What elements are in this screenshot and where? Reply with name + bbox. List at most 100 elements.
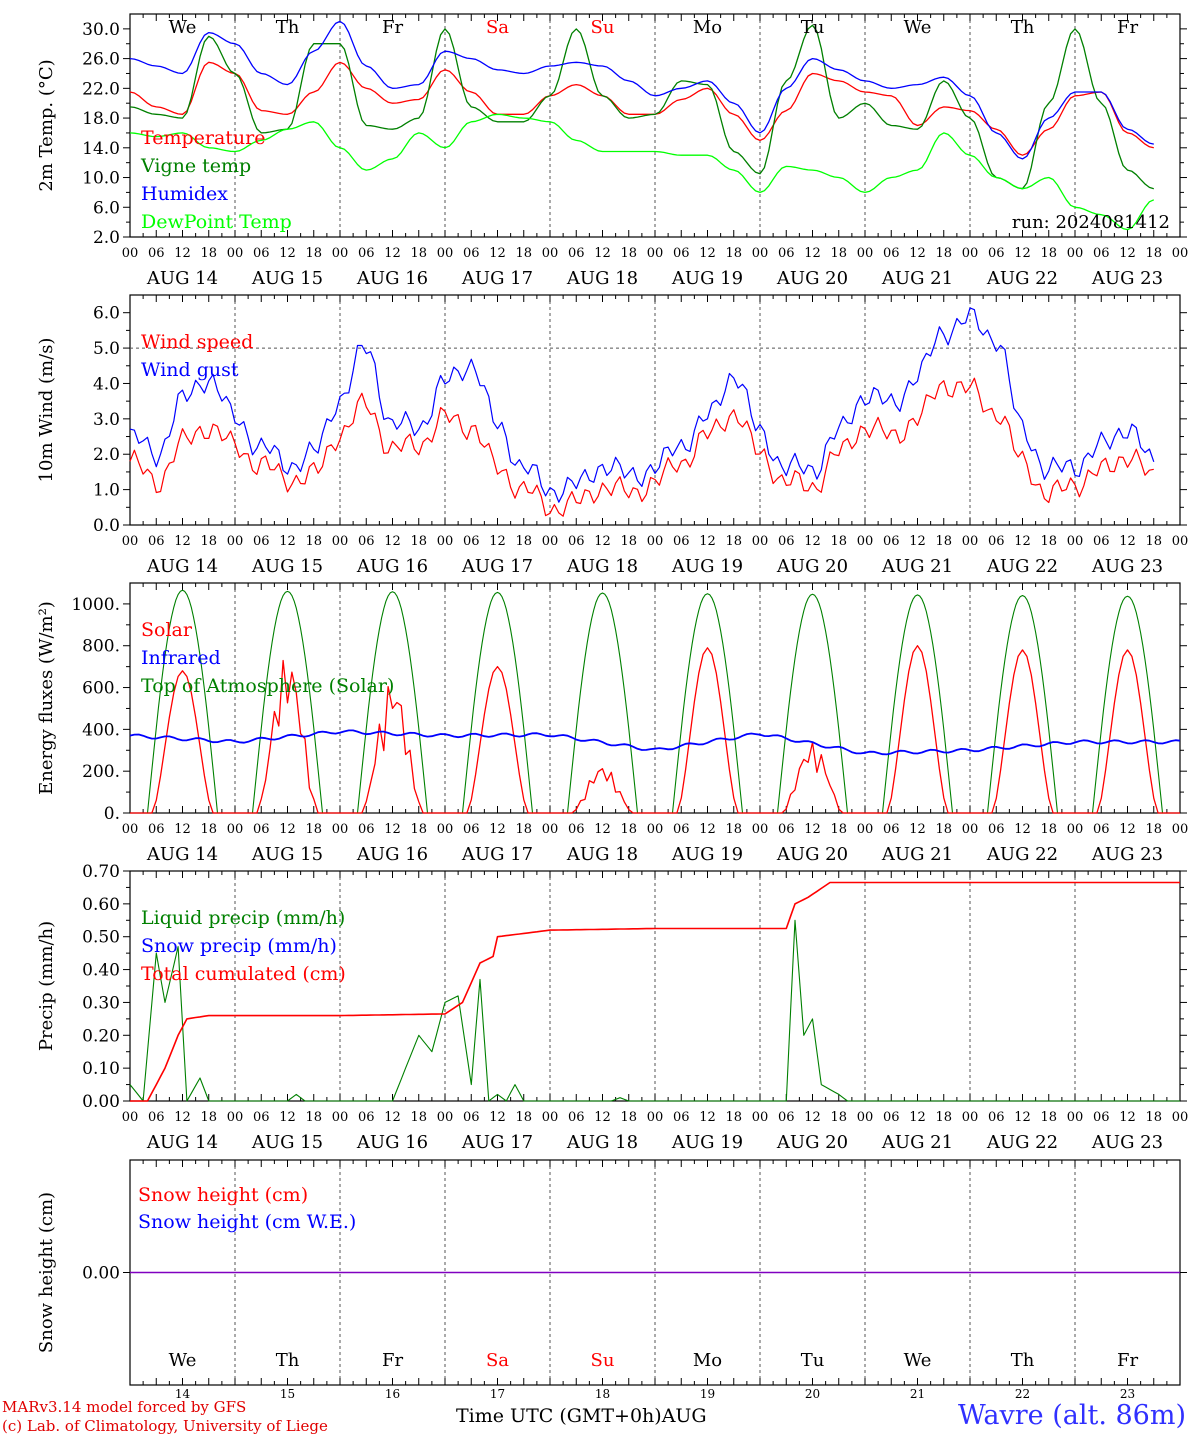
x-hour-label: 06	[148, 1110, 165, 1125]
weekday-label: Th	[276, 17, 300, 38]
x-date-label: AUG 16	[356, 844, 428, 865]
x-date-label: AUG 18	[566, 268, 638, 289]
x-hour-label: 06	[778, 534, 795, 549]
x-hour-label: 12	[489, 822, 506, 837]
day-number-label: 16	[385, 1387, 400, 1401]
x-date-label: AUG 16	[356, 556, 428, 577]
x-hour-label: 18	[725, 1110, 742, 1125]
x-hour-label: 06	[358, 534, 375, 549]
x-hour-label: 12	[909, 534, 926, 549]
y-tick-label: 14.0	[82, 139, 120, 159]
x-hour-label: 00	[857, 822, 874, 837]
day-number-label: 20	[805, 1387, 820, 1401]
weekday-label: Mo	[693, 17, 722, 38]
x-hour-label: 18	[935, 1110, 952, 1125]
credit-line-2: (c) Lab. of Climatology, University of L…	[2, 1417, 328, 1435]
day-number-label: 14	[175, 1387, 191, 1401]
x-hour-label: 12	[804, 534, 821, 549]
x-hour-label: 00	[332, 822, 349, 837]
y-tick-label: 0.70	[82, 862, 120, 882]
series-line-dewpoint-temp	[129, 113, 1155, 231]
series-line-vigne-temp	[129, 24, 1154, 190]
y-tick-label: 6.0	[93, 198, 120, 218]
x-hour-label: 12	[804, 246, 821, 261]
x-hour-label: 06	[253, 246, 270, 261]
y-tick-label: 22.0	[82, 79, 120, 99]
y-tick-label: 30.0	[82, 20, 120, 40]
weekday-label: Tu	[801, 17, 825, 38]
run-annotation: run: 2024081412	[1012, 212, 1170, 233]
x-hour-label: 06	[988, 246, 1005, 261]
x-date-label: AUG 20	[776, 268, 848, 289]
legend-entry: Humidex	[141, 183, 228, 205]
x-hour-label: 06	[673, 822, 690, 837]
x-date-label: AUG 23	[1091, 268, 1163, 289]
x-date-label: AUG 15	[251, 844, 323, 865]
x-hour-label: 00	[647, 534, 664, 549]
y-axis-label: 2m Temp. (°C)	[36, 59, 57, 191]
x-date-label: AUG 22	[986, 556, 1058, 577]
x-date-label: AUG 19	[671, 844, 743, 865]
x-hour-label: 00	[542, 822, 559, 837]
y-tick-label: 10.0	[82, 169, 120, 189]
x-date-label: AUG 15	[251, 268, 323, 289]
x-hour-label: 18	[305, 246, 322, 261]
x-date-label: AUG 14	[146, 1132, 218, 1153]
x-hour-label: 00	[122, 534, 139, 549]
x-date-label: AUG 16	[356, 268, 428, 289]
x-hour-label: 18	[620, 246, 637, 261]
x-hour-label: 06	[1093, 246, 1110, 261]
x-date-label: AUG 20	[776, 1132, 848, 1153]
x-date-label: AUG 22	[986, 844, 1058, 865]
x-hour-label: 12	[699, 246, 716, 261]
x-hour-label: 06	[883, 246, 900, 261]
x-hour-label: 06	[883, 1110, 900, 1125]
x-hour-label: 06	[988, 822, 1005, 837]
x-hour-label: 18	[620, 1110, 637, 1125]
weekday-label: Th	[1011, 1350, 1035, 1371]
x-hour-label: 00	[332, 534, 349, 549]
legend-entry: Wind speed	[141, 331, 253, 353]
x-hour-label: 12	[174, 534, 191, 549]
x-hour-label: 12	[489, 534, 506, 549]
x-hour-label: 06	[568, 246, 585, 261]
x-hour-label: 18	[200, 1110, 217, 1125]
x-date-label: AUG 14	[146, 844, 218, 865]
y-tick-label: 1000.	[71, 595, 120, 615]
x-hour-label: 12	[384, 246, 401, 261]
series-line-liquid-precip-mm-h-	[129, 919, 1180, 1102]
x-hour-label: 06	[253, 822, 270, 837]
x-hour-label: 12	[489, 246, 506, 261]
x-date-label: AUG 15	[251, 1132, 323, 1153]
x-hour-label: 00	[1172, 534, 1189, 549]
x-hour-label: 12	[384, 1110, 401, 1125]
x-hour-label: 06	[1093, 1110, 1110, 1125]
x-hour-label: 00	[1172, 246, 1189, 261]
x-hour-label: 18	[1040, 1110, 1057, 1125]
x-hour-label: 06	[778, 822, 795, 837]
x-hour-label: 12	[1014, 534, 1031, 549]
x-hour-label: 00	[857, 1110, 874, 1125]
x-hour-label: 18	[725, 534, 742, 549]
weekday-label: We	[904, 17, 932, 38]
x-date-label: AUG 18	[566, 844, 638, 865]
x-hour-label: 00	[437, 246, 454, 261]
x-hour-label: 00	[752, 822, 769, 837]
y-tick-label: 0.00	[82, 1092, 120, 1112]
x-hour-label: 12	[594, 246, 611, 261]
legend-entry: Top of Atmosphere (Solar)	[141, 675, 394, 697]
x-hour-label: 06	[568, 1110, 585, 1125]
credits: MARv3.14 model forced by GFS (c) Lab. of…	[2, 1398, 328, 1436]
x-date-label: AUG 17	[461, 268, 533, 289]
x-hour-label: 18	[1040, 822, 1057, 837]
plot-frame	[129, 294, 1181, 526]
y-tick-label: 26.0	[82, 50, 120, 70]
x-hour-label: 18	[410, 534, 427, 549]
x-hour-label: 12	[804, 1110, 821, 1125]
x-hour-label: 12	[279, 246, 296, 261]
x-hour-label: 18	[305, 1110, 322, 1125]
x-hour-label: 00	[857, 534, 874, 549]
x-date-label: AUG 22	[986, 268, 1058, 289]
day-number-label: 21	[910, 1387, 925, 1401]
day-number-label: 17	[490, 1387, 505, 1401]
